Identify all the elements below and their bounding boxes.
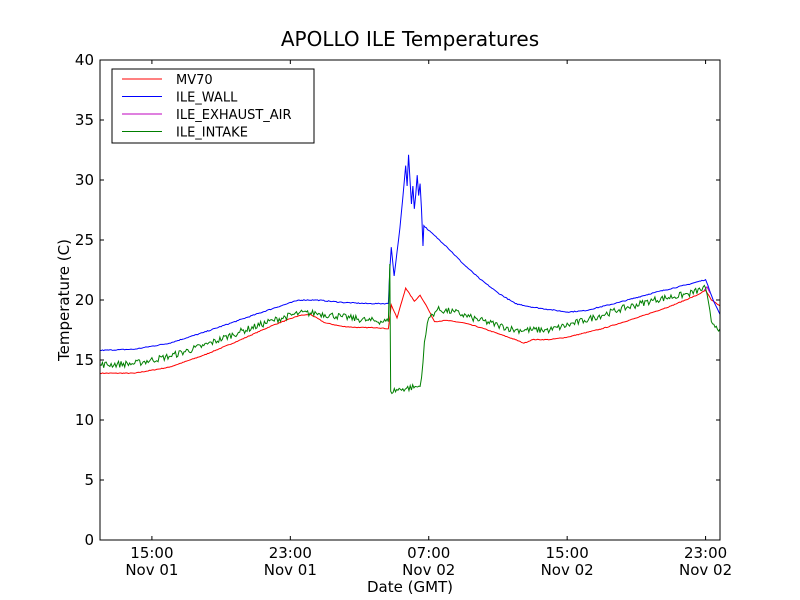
x-tick-date-label: Nov 02 — [402, 561, 455, 579]
legend-label: MV70 — [176, 73, 213, 88]
legend-frame — [111, 68, 315, 144]
series-line-mv70 — [99, 286, 721, 375]
y-tick-label: 30 — [75, 171, 94, 189]
y-tick-label: 0 — [84, 531, 94, 549]
legend-label: ILE_WALL — [176, 91, 238, 106]
series-line-ile-exhaust-air — [703, 285, 711, 294]
series-line-ile-intake — [99, 263, 721, 395]
legend: MV70 ILE_WALL ILE_EXHAUST_AIR ILE_INTAKE — [111, 68, 315, 144]
y-tick-label: 10 — [75, 411, 94, 429]
y-tick-label: 35 — [75, 111, 94, 129]
plot-area — [99, 154, 721, 395]
series-line-ile-wall — [99, 154, 721, 352]
x-tick-label: 07:00 — [407, 544, 450, 562]
x-tick-label: 23:00 — [269, 544, 312, 562]
y-tick-label: 20 — [75, 291, 94, 309]
x-tick-date-label: Nov 01 — [264, 561, 317, 579]
x-tick-date-label: Nov 01 — [125, 561, 178, 579]
y-tick-label: 15 — [75, 351, 94, 369]
x-axis-label: Date (GMT) — [367, 578, 453, 596]
x-tick-label: 15:00 — [130, 544, 173, 562]
x-tick-date-label: Nov 02 — [679, 561, 732, 579]
y-axis-label: Temperature (C) — [55, 239, 73, 362]
y-tick-label: 40 — [75, 51, 94, 69]
x-tick-label: 15:00 — [546, 544, 589, 562]
legend-label: ILE_EXHAUST_AIR — [176, 108, 292, 123]
chart-title: APOLLO ILE Temperatures — [281, 27, 539, 51]
legend-label: ILE_INTAKE — [176, 126, 248, 141]
y-tick-label: 5 — [84, 471, 94, 489]
x-tick-date-label: Nov 02 — [541, 561, 594, 579]
y-axis: 0 5 10 15 20 25 30 35 40 — [75, 51, 720, 549]
x-tick-label: 23:00 — [684, 544, 727, 562]
y-tick-label: 25 — [75, 231, 94, 249]
